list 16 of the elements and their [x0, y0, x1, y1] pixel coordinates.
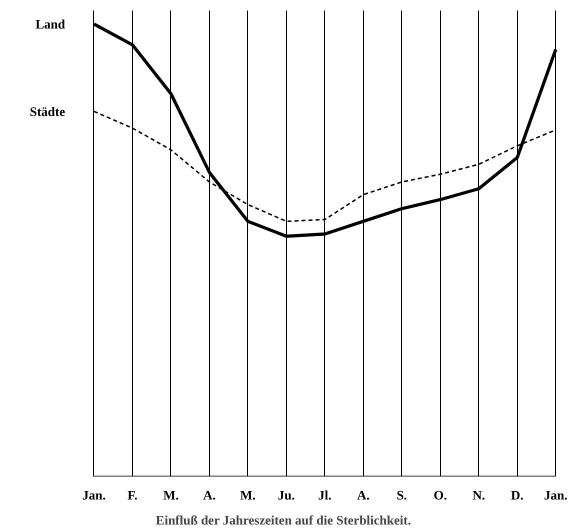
x-tick-label: Ju.: [278, 488, 295, 502]
text: Städte: [30, 104, 66, 119]
x-tick-label: Jan.: [544, 488, 568, 502]
text: Land: [36, 16, 66, 32]
x-tick-label: M.: [163, 488, 179, 502]
x-tick-label: M.: [240, 488, 256, 502]
x-tick-label: A.: [357, 488, 370, 502]
x-tick-label: O.: [434, 488, 447, 502]
x-tick-label: Jl.: [318, 488, 332, 502]
x-tick-label: Jan.: [82, 488, 106, 502]
x-tick-label: N.: [472, 488, 486, 502]
x-tick-label: F.: [127, 488, 138, 502]
text: Einfluß der Jahreszeiten auf die Sterblichkeit.: [156, 512, 411, 528]
x-tick-label: A.: [203, 488, 216, 502]
x-tick-label: S.: [396, 488, 408, 502]
x-tick-label: D.: [510, 488, 524, 502]
